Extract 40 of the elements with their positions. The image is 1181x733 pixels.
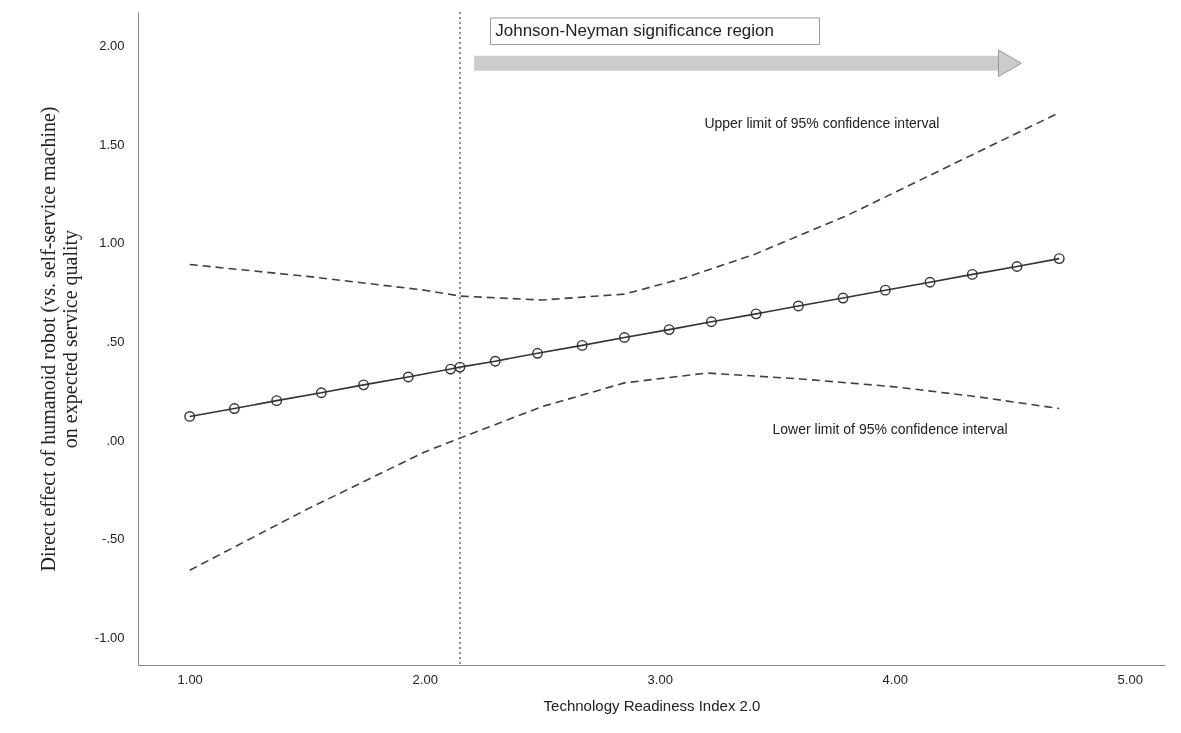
y-tick-label: 2.00 — [99, 38, 125, 54]
point — [445, 363, 457, 375]
point — [705, 316, 717, 328]
point — [1053, 253, 1065, 265]
point — [966, 268, 978, 280]
point — [489, 355, 501, 367]
point — [924, 276, 936, 288]
y-axis-title: Direct effect of humanoid robot (vs. self-service machine) on expected service quality — [36, 106, 82, 572]
point — [454, 361, 466, 373]
y-tick-label: 1.50 — [99, 136, 125, 152]
line-series — [188, 372, 1061, 572]
x-tick-label: 5.00 — [1117, 671, 1143, 687]
x-tick-label: 4.00 — [882, 671, 908, 687]
point — [576, 339, 588, 351]
point — [184, 410, 196, 422]
point — [837, 292, 849, 304]
y-tick-label: .00 — [106, 432, 125, 448]
point — [879, 284, 891, 296]
point — [1011, 261, 1023, 272]
x-tick-label: 2.00 — [412, 671, 438, 687]
point — [402, 371, 414, 383]
point — [315, 387, 327, 399]
point — [750, 308, 762, 320]
point — [619, 332, 630, 343]
point — [358, 379, 370, 391]
annotation: Johnson-Neyman significance region — [495, 20, 774, 40]
point — [532, 347, 543, 359]
y-tick-label: -.50 — [102, 531, 125, 547]
x-tick-label: 3.00 — [647, 671, 673, 687]
y-tick-label: .50 — [106, 333, 125, 349]
point — [792, 300, 804, 312]
x-tick-label: 1.00 — [177, 671, 203, 687]
series-label: Lower limit of 95% confidence interval — [772, 421, 1008, 438]
point — [228, 403, 240, 414]
point — [663, 324, 675, 336]
x-axis-title: Technology Readiness Index 2.0 — [543, 696, 761, 714]
y-tick-label: 1.00 — [99, 235, 125, 251]
text: Upper limit of 95% confidence interval — [704, 115, 940, 132]
y-tick-label: -1.00 — [94, 629, 125, 645]
point — [271, 395, 283, 407]
